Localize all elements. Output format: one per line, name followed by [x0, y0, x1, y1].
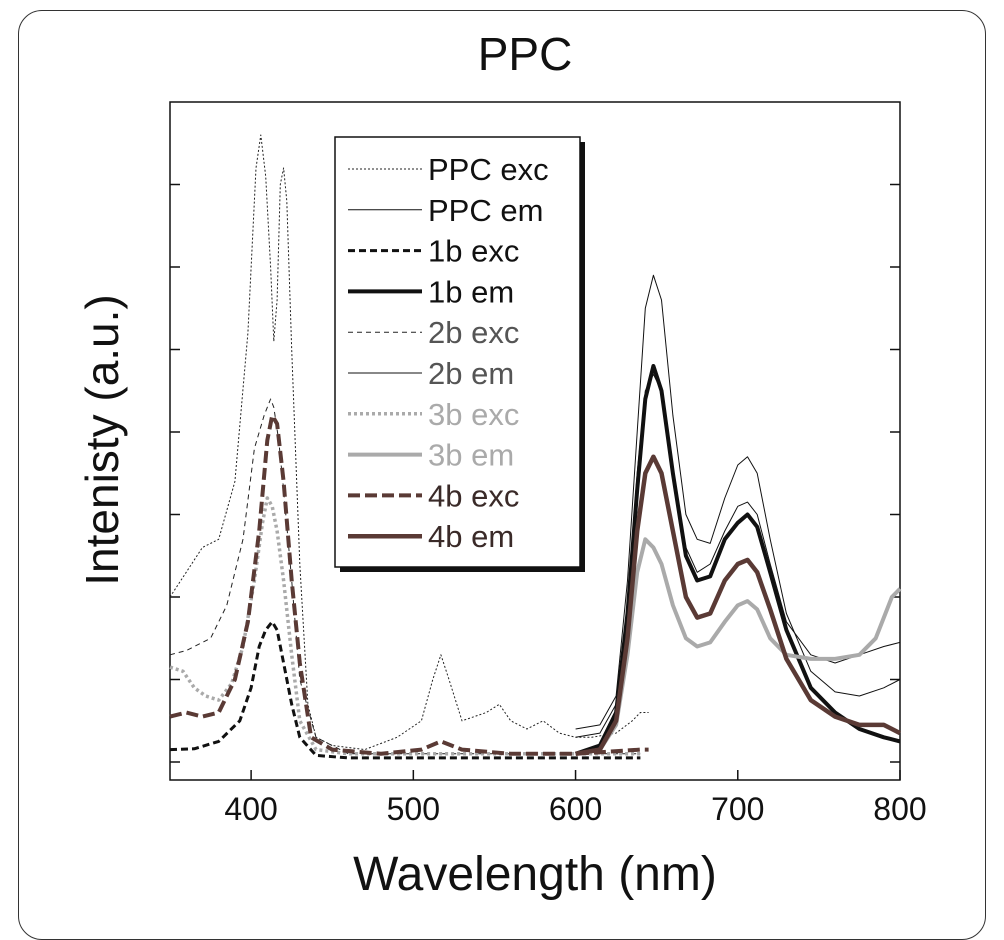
- y-axis-label: Intenisty (a.u.): [76, 294, 128, 585]
- series-line-ppc-em: [575, 274, 901, 730]
- series-line-ppc-exc: [169, 134, 649, 751]
- series-line-4b-exc: [169, 413, 649, 756]
- chart-title: PPC: [478, 28, 573, 80]
- legend-label-3: 1b em: [428, 274, 514, 309]
- x-tick-label-400: 400: [224, 791, 277, 827]
- series-line-3b-em: [575, 537, 902, 756]
- x-tick-label-500: 500: [387, 791, 440, 827]
- legend-label-9: 4b em: [428, 519, 514, 554]
- x-tick-label-600: 600: [549, 791, 602, 827]
- x-axis-ticks: 400 500 600 700 800: [224, 770, 927, 827]
- series-line-1b-exc: [169, 620, 641, 760]
- legend-label-8: 4b exc: [428, 478, 519, 513]
- series-layer: [169, 134, 902, 760]
- chart-svg: PPC 400 500 600 700 800 Wavelength (nm) Inte…: [76, 28, 927, 901]
- series-line-3b-exc: [169, 496, 641, 756]
- legend-label-0: PPC exc: [428, 152, 549, 187]
- x-tick-label-700: 700: [711, 791, 764, 827]
- y-axis-ticks: [170, 183, 900, 763]
- legend-label-6: 3b exc: [428, 397, 519, 432]
- series-line-1b-em: [574, 364, 901, 756]
- legend: PPC exc PPC em 1b exc 1b em 2b exc 2b em 3b ex…: [334, 136, 585, 572]
- plot-area: [169, 101, 901, 781]
- legend-label-4: 2b exc: [428, 315, 519, 350]
- legend-label-1: PPC em: [428, 193, 543, 228]
- legend-label-5: 2b em: [428, 356, 514, 391]
- legend-label-7: 3b em: [428, 438, 514, 473]
- x-axis-label: Wavelength (nm): [353, 848, 717, 901]
- series-line-4b-em: [575, 454, 902, 757]
- legend-label-2: 1b exc: [428, 234, 519, 269]
- x-tick-label-800: 800: [873, 791, 926, 827]
